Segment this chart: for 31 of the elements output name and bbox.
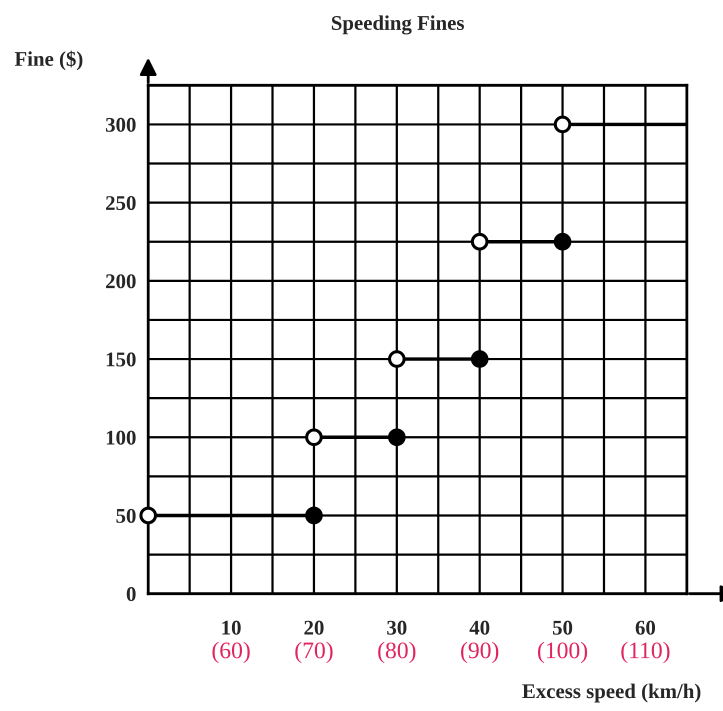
x-tick-label: 40: [470, 620, 490, 635]
x2-tick-label: (100): [538, 642, 588, 664]
x2-tick-label: (110): [621, 642, 670, 664]
y-tick-label: 50: [116, 508, 136, 523]
point: [305, 506, 323, 524]
x-axis-title: Excess speed (km/h): [522, 684, 700, 702]
point: [139, 506, 158, 524]
point: [305, 428, 323, 446]
y-tick-label: 250: [106, 196, 136, 210]
x-tick-label: 60: [636, 620, 656, 635]
point: [554, 232, 572, 251]
point: [470, 350, 488, 368]
y-tick-label: 300: [106, 118, 136, 132]
point: [470, 232, 488, 251]
point: [388, 350, 406, 368]
x2-tick-label: (90): [461, 642, 498, 664]
y-tick-label: 200: [106, 274, 136, 288]
x2-tick-label: (70): [295, 642, 333, 664]
y-tick-label: 0: [126, 587, 136, 602]
x-tick-label: 10: [222, 620, 241, 635]
x-tick-label: 50: [552, 620, 572, 635]
point: [388, 428, 406, 446]
y-axis-title: Fine ($): [14, 50, 82, 70]
x2-tick-label: (80): [378, 642, 416, 664]
y-tick-label: 150: [106, 352, 136, 366]
x-tick-label: 20: [304, 620, 324, 635]
y-tick-label: 100: [106, 430, 136, 445]
chart-title: Speeding Fines: [332, 15, 464, 34]
x-tick-label: 30: [387, 620, 406, 635]
point: [554, 116, 572, 134]
x2-tick-label: (60): [212, 642, 250, 664]
